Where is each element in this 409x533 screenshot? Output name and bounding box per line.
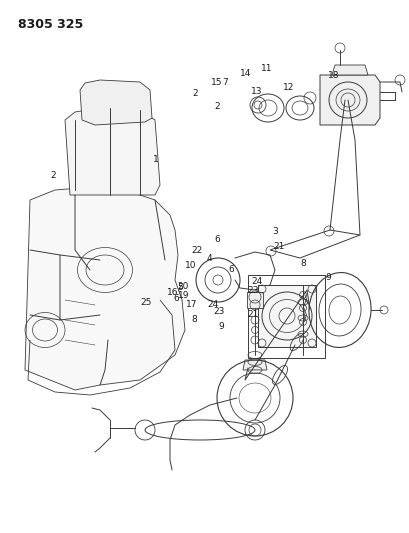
- Text: 2: 2: [50, 172, 56, 180]
- Polygon shape: [80, 80, 152, 125]
- Text: 24: 24: [207, 300, 218, 309]
- Polygon shape: [65, 108, 160, 195]
- Text: 23: 23: [213, 308, 225, 316]
- Polygon shape: [243, 360, 266, 370]
- Text: 2: 2: [214, 102, 220, 111]
- Text: 9: 9: [218, 322, 224, 330]
- Text: 22: 22: [191, 246, 202, 255]
- Text: 9: 9: [324, 273, 330, 281]
- Text: 21: 21: [272, 242, 284, 251]
- Text: 17: 17: [186, 301, 197, 309]
- Text: 15: 15: [210, 78, 222, 87]
- Text: 8: 8: [191, 316, 197, 324]
- Polygon shape: [257, 285, 315, 347]
- Text: 18: 18: [328, 71, 339, 80]
- Polygon shape: [331, 65, 367, 75]
- Text: 19: 19: [178, 292, 189, 300]
- Text: 2: 2: [191, 89, 197, 98]
- Text: 13: 13: [251, 87, 262, 96]
- Text: 6: 6: [228, 265, 234, 273]
- Text: 5: 5: [177, 284, 183, 292]
- Text: 10: 10: [184, 261, 196, 270]
- Text: 12: 12: [283, 84, 294, 92]
- Text: 6: 6: [173, 294, 179, 303]
- Text: 14: 14: [239, 69, 250, 78]
- Text: 3: 3: [271, 228, 277, 236]
- Text: 4: 4: [206, 254, 211, 263]
- Text: 6: 6: [214, 236, 220, 244]
- Text: 1: 1: [153, 156, 158, 164]
- Polygon shape: [25, 188, 184, 390]
- Text: 21: 21: [247, 310, 258, 319]
- Text: 24: 24: [251, 277, 262, 286]
- Text: 8: 8: [300, 260, 306, 268]
- Text: 11: 11: [260, 64, 272, 72]
- Text: 25: 25: [139, 298, 151, 307]
- Polygon shape: [246, 292, 262, 308]
- Polygon shape: [319, 75, 379, 125]
- Text: 23: 23: [247, 286, 258, 295]
- Text: 20: 20: [177, 282, 189, 291]
- Text: 8305 325: 8305 325: [18, 18, 83, 31]
- Text: 16: 16: [167, 288, 178, 296]
- Text: 7: 7: [222, 78, 228, 87]
